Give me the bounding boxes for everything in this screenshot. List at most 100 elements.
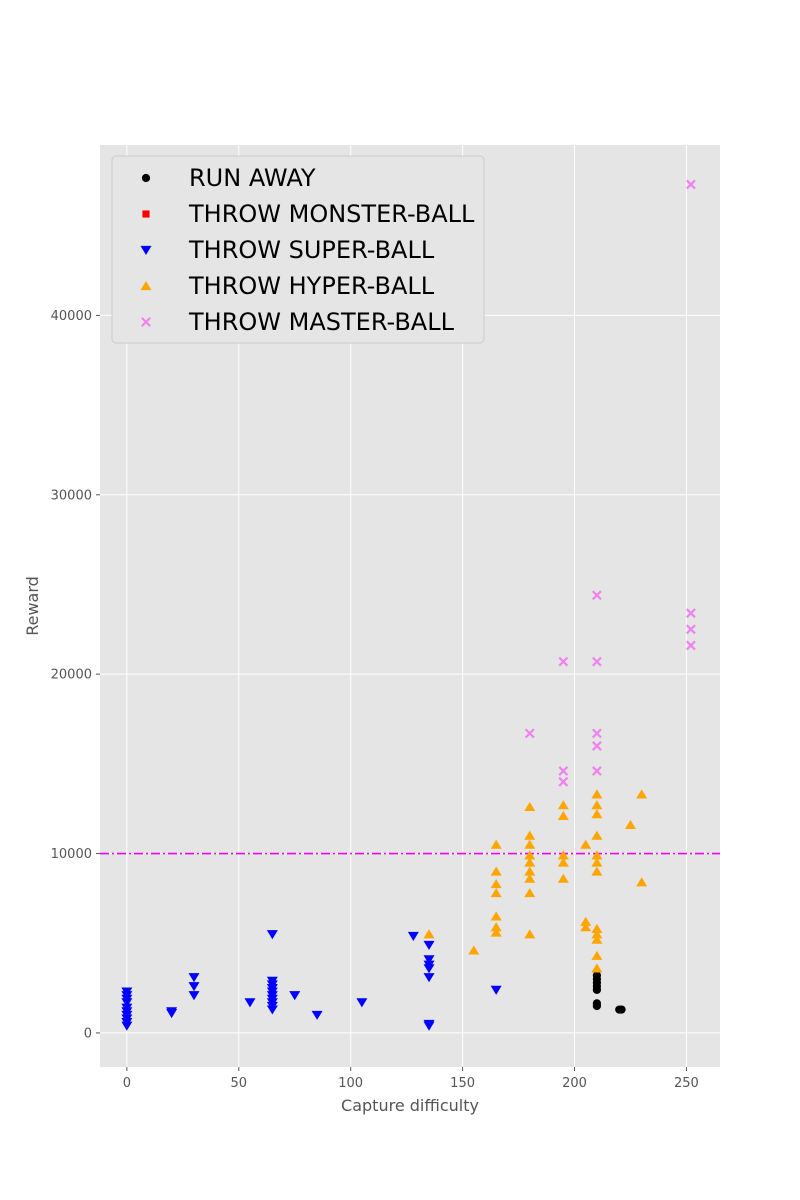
legend-label: THROW HYPER-BALL [188, 272, 435, 300]
data-point [591, 728, 602, 739]
data-point [591, 866, 603, 876]
data-point [188, 991, 200, 1001]
series-2 [121, 930, 502, 1031]
data-point [423, 1021, 435, 1031]
data-point [558, 766, 569, 776]
data-point [490, 866, 502, 876]
legend-label: THROW SUPER-BALL [188, 236, 435, 264]
data-point [558, 776, 569, 787]
data-point [490, 985, 502, 995]
data-point [592, 1001, 602, 1011]
legend: RUN AWAY THROW MONSTER-BALL THROW SUPER-BA… [111, 155, 485, 344]
legend-marker [141, 173, 151, 183]
data-point [121, 1021, 133, 1031]
data-point [524, 888, 536, 898]
data-point [557, 800, 569, 810]
data-point [592, 985, 602, 994]
data-point [591, 963, 603, 973]
data-point [423, 955, 435, 965]
data-point [557, 857, 569, 867]
data-point [524, 857, 536, 867]
data-point [686, 624, 696, 635]
y-tick-label: 0 [84, 1026, 92, 1041]
data-point [580, 922, 592, 932]
data-point [524, 873, 536, 883]
data-point [624, 819, 636, 829]
legend-marker [140, 281, 152, 291]
series-4 [524, 179, 696, 787]
y-axis-ticks: 0 10000 20000 30000 40000 [51, 309, 100, 1041]
y-tick-label: 10000 [51, 847, 92, 862]
data-point [591, 766, 602, 776]
y-tick-label: 30000 [51, 488, 92, 503]
x-tick-label: 100 [338, 1076, 363, 1091]
data-point [423, 973, 435, 983]
data-point [266, 1005, 278, 1015]
data-point [490, 911, 502, 921]
data-point [524, 830, 536, 840]
data-point [524, 850, 536, 860]
x-tick-label: 200 [562, 1076, 587, 1091]
data-point [636, 789, 648, 799]
data-point [591, 789, 603, 799]
data-point [468, 945, 480, 955]
legend-label: RUN AWAY [189, 164, 316, 192]
data-point [591, 850, 603, 860]
x-tick-label: 150 [450, 1076, 475, 1091]
data-point [311, 1010, 323, 1020]
legend-box [111, 155, 485, 344]
data-point [244, 998, 256, 1008]
legend-label: THROW MASTER-BALL [188, 308, 455, 336]
data-point [580, 916, 592, 926]
data-point [580, 839, 592, 849]
data-point [591, 950, 603, 960]
data-point [686, 608, 696, 619]
x-tick-label: 50 [230, 1076, 247, 1091]
data-point [490, 879, 502, 889]
data-points [121, 179, 696, 1031]
data-point [686, 640, 696, 651]
data-point [356, 998, 368, 1008]
x-axis-ticks: 0 50 100 150 200 250 [123, 1067, 699, 1091]
legend-marker [142, 210, 150, 218]
data-point [591, 656, 602, 667]
legend-label: THROW MONSTER-BALL [188, 200, 475, 228]
data-point [188, 982, 200, 992]
series-3 [423, 789, 648, 973]
data-point [289, 991, 301, 1001]
y-tick-label: 40000 [51, 309, 92, 324]
data-point [524, 866, 536, 876]
data-point [266, 930, 278, 940]
data-point [591, 809, 603, 819]
data-point [490, 888, 502, 898]
legend-marker [140, 245, 152, 255]
data-point [591, 590, 602, 601]
data-point [557, 873, 569, 883]
data-point [557, 810, 569, 820]
data-point [407, 931, 419, 942]
data-point [188, 973, 200, 983]
data-point [591, 830, 603, 840]
data-point [524, 929, 536, 939]
data-point [557, 850, 569, 860]
data-point [166, 1009, 178, 1019]
data-point [591, 929, 603, 939]
x-axis-label: Capture difficulty [341, 1096, 479, 1115]
data-point [524, 801, 536, 812]
data-point [591, 857, 603, 867]
x-tick-label: 0 [123, 1076, 131, 1091]
data-point [423, 964, 435, 974]
legend-marker [141, 317, 151, 327]
y-tick-label: 20000 [51, 668, 92, 683]
data-point [636, 877, 648, 887]
data-point [490, 839, 502, 849]
data-point [591, 741, 602, 751]
data-point [423, 929, 435, 939]
data-point [524, 839, 536, 849]
data-point [121, 998, 133, 1008]
data-point [591, 800, 603, 810]
data-point [490, 922, 502, 932]
data-point [490, 927, 502, 937]
data-point [686, 179, 696, 190]
